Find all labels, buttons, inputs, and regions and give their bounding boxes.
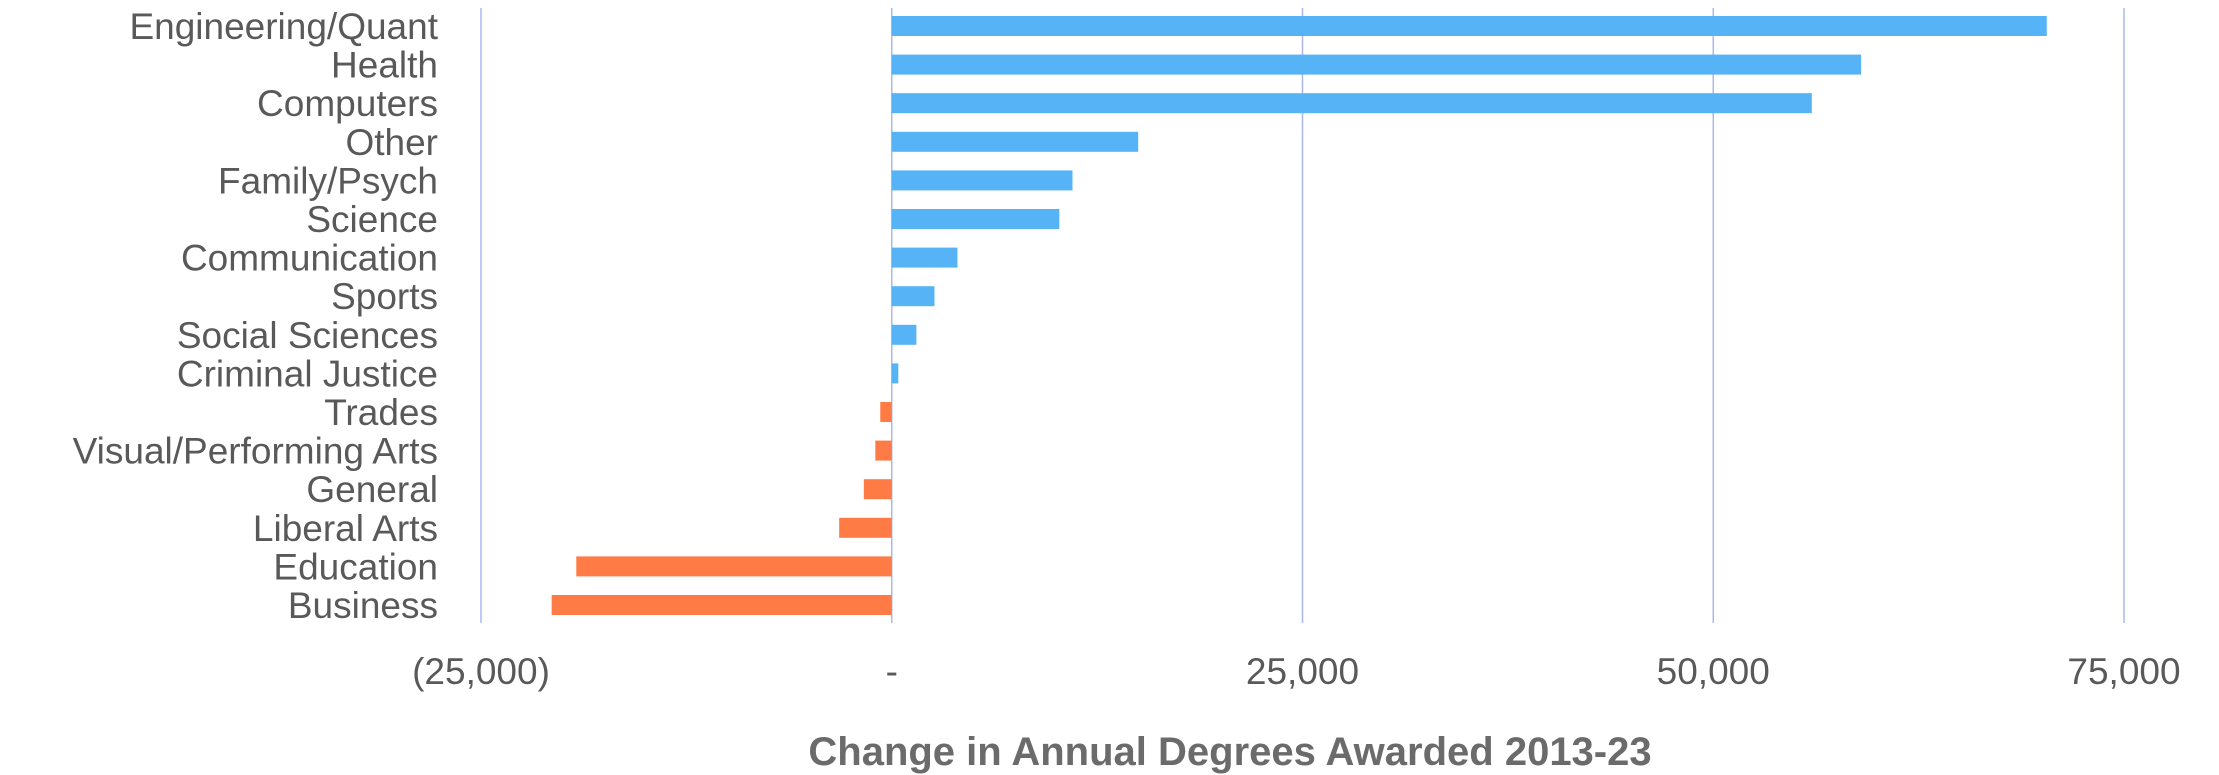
category-label: Other	[345, 122, 438, 163]
bar-business	[551, 595, 892, 615]
bar-communication	[891, 247, 958, 268]
bar-health	[891, 54, 1862, 75]
bar-visual-performing-arts	[875, 440, 892, 461]
category-label: Health	[331, 45, 438, 86]
bars	[551, 16, 2047, 615]
x-axis-title: Change in Annual Degrees Awarded 2013-23	[808, 730, 1651, 774]
x-tick-label: (25,000)	[412, 651, 550, 692]
bar-general	[863, 479, 892, 500]
bar-family-psych	[891, 170, 1073, 191]
bar-sports	[891, 286, 935, 307]
bar-education	[576, 556, 892, 577]
category-label: Business	[288, 585, 438, 626]
category-label: Sports	[331, 276, 438, 317]
category-label: Social Sciences	[177, 315, 438, 356]
category-label: Family/Psych	[218, 160, 438, 201]
category-label: Liberal Arts	[253, 508, 438, 549]
category-label: Trades	[324, 392, 438, 433]
category-label: Engineering/Quant	[129, 6, 438, 47]
x-tick-labels: (25,000) - 25,000 50,000 75,000	[412, 651, 2180, 692]
x-tick-label: 50,000	[1657, 651, 1770, 692]
bar-social-sciences	[891, 324, 917, 345]
category-label: Science	[306, 199, 438, 240]
category-label: Computers	[257, 83, 438, 124]
category-label: Education	[273, 546, 438, 587]
category-label: Communication	[181, 238, 438, 279]
bar-liberal-arts	[839, 517, 892, 538]
x-tick-label: 75,000	[2067, 651, 2180, 692]
bar-trades	[880, 402, 892, 422]
bar-criminal-justice	[891, 363, 899, 384]
category-label: General	[306, 469, 438, 510]
bar-engineering-quant	[891, 16, 2047, 36]
category-label: Criminal Justice	[177, 353, 438, 394]
x-tick-label: 25,000	[1246, 651, 1359, 692]
category-labels: Engineering/QuantHealthComputersOtherFam…	[73, 6, 439, 626]
bar-science	[891, 209, 1060, 229]
bar-other	[891, 131, 1139, 152]
bar-computers	[891, 93, 1812, 114]
category-label: Visual/Performing Arts	[73, 431, 438, 472]
x-tick-label: -	[886, 651, 898, 692]
